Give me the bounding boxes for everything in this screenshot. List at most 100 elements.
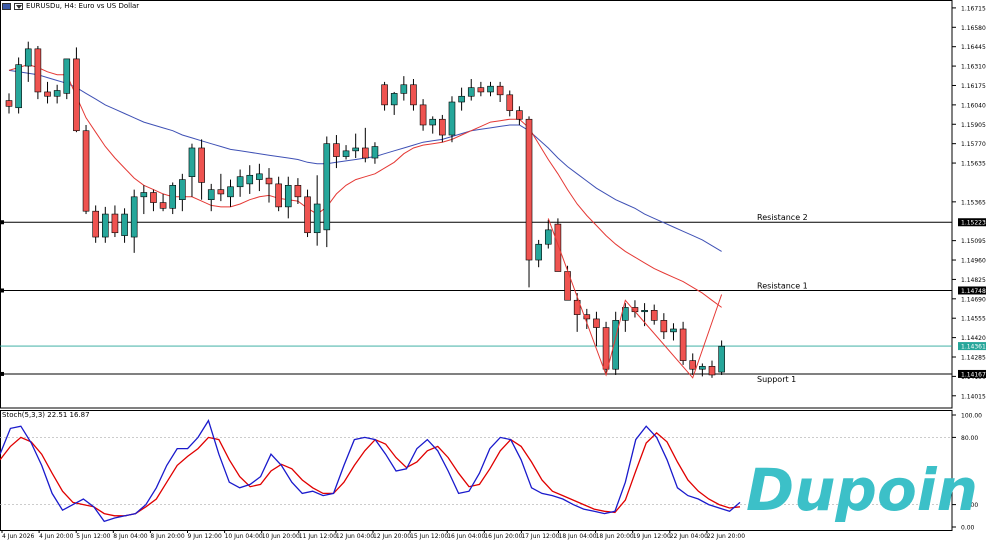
stoch-signal-line (0, 432, 741, 517)
time-tick-label: 5 Jun 12:00 (76, 533, 110, 540)
candle-body (24, 48, 32, 67)
candle-body (188, 147, 196, 178)
candle-body (313, 203, 321, 234)
candle-body (535, 243, 542, 261)
candle-body (265, 177, 273, 185)
time-tick-label: 8 Jun 04:00 (113, 533, 147, 540)
time-tick-label: 16 Jun 04:00 (447, 533, 485, 540)
candle-body (34, 48, 42, 93)
price-tag (958, 286, 986, 295)
candle-body (284, 185, 292, 208)
support-resistance-lines[interactable]: Resistance 2 Resistance 1 Support 1 (0, 213, 952, 384)
candle-body (506, 94, 514, 111)
price-tick-label: 1.15905 (961, 122, 986, 129)
price-tick-label: 1.16445 (961, 44, 986, 51)
candle-body (5, 100, 13, 107)
candle-body (525, 118, 533, 261)
price-tick-label: 1.14690 (961, 296, 986, 303)
candle-body (554, 223, 562, 272)
candle-body (458, 95, 465, 103)
price-tick-label: 1.14285 (961, 355, 986, 362)
candle-body (236, 176, 244, 188)
price-tag-label: 1.15223 (961, 220, 986, 227)
time-tick-label: 18 Jun 04:00 (559, 533, 597, 540)
candle-body (352, 147, 359, 152)
level-handle (0, 371, 4, 376)
time-tick-label: 4 Jun 2026 (2, 533, 34, 540)
candle-body (650, 310, 658, 321)
time-tick-label: 10 Jun 20:00 (262, 533, 300, 540)
candle-body (496, 85, 504, 96)
level-label: Resistance 1 (757, 281, 808, 290)
chart-header: EURUSDu, H4: Euro vs US Dollar (2, 2, 139, 10)
time-tick-label: 9 Jun 12:00 (188, 533, 222, 540)
candle-body (390, 93, 398, 106)
candle-body (718, 345, 725, 373)
direction-icon (14, 2, 23, 10)
main-panel-frame (0, 0, 953, 409)
price-tick-label: 1.15770 (961, 141, 986, 148)
time-tick-label: 17 Jun 12:00 (521, 533, 559, 540)
candle-body (583, 314, 591, 320)
candle-body (130, 196, 138, 238)
time-tick-label: 19 Jun 12:00 (633, 533, 671, 540)
price-tag-label: 1.14361 (961, 344, 986, 351)
candle-body (169, 185, 177, 209)
candle-body (227, 186, 234, 198)
candle-body (612, 320, 619, 370)
price-tick-label: 1.14825 (961, 277, 986, 284)
time-tick-label: 16 Jun 20:00 (484, 533, 522, 540)
candlesticks (5, 41, 725, 378)
candle-body (82, 130, 90, 212)
candle-body (342, 150, 350, 157)
grid (0, 0, 953, 531)
time-axis: 4 Jun 2026 4 Jun 20:00 5 Jun 12:00 8 Jun 04… (1, 530, 745, 540)
stoch-panel-frame (0, 410, 953, 531)
price-tick-label: 1.16175 (961, 83, 986, 90)
candle-body (708, 366, 716, 376)
price-tick-label: 1.16715 (961, 5, 986, 12)
candle-body (467, 87, 475, 97)
candle-body (275, 183, 282, 208)
price-tag-label: 1.14167 (961, 371, 986, 378)
stoch-tick-label: 100.00 (961, 413, 982, 420)
dupoin-logo: Dupoin (746, 456, 978, 524)
price-tag (958, 342, 986, 351)
candle-body (573, 299, 581, 315)
candle-body (198, 147, 205, 183)
candle-body (477, 87, 485, 93)
candle-body (217, 189, 225, 195)
candle-body (439, 118, 446, 136)
candle-body (111, 213, 119, 234)
candle-body (304, 196, 311, 234)
price-tick-label: 1.15635 (961, 161, 986, 168)
stochastic-label: Stoch(5,3,3) 22.51 16.87 (2, 411, 90, 419)
candle-body (207, 189, 215, 200)
stoch-tick-label: 0.00 (961, 525, 975, 532)
candle-body (487, 85, 494, 93)
time-tick-label: 12 Jun 20:00 (373, 533, 411, 540)
zigzag-line (547, 218, 723, 379)
price-tick-label: 1.16310 (961, 64, 986, 71)
price-tick-label: 1.15095 (961, 238, 986, 245)
level-label: Support 1 (757, 375, 796, 384)
candle-body (140, 192, 148, 198)
candle-body (400, 84, 408, 94)
price-axis: 1.16715 1.16580 1.16445 1.16310 1.16175 1.160… (952, 5, 986, 532)
stochastic-panel (0, 419, 952, 523)
time-tick-label: 22 Jun 04:00 (670, 533, 708, 540)
candle-body (179, 179, 186, 200)
candle-body (53, 90, 61, 97)
time-tick-label: 22 Jun 20:00 (707, 533, 745, 540)
candle-body (44, 91, 51, 97)
candle-body (381, 84, 388, 106)
moving-averages (8, 64, 722, 308)
candle-body (410, 84, 417, 106)
candle-body (593, 318, 600, 328)
candle-body (333, 143, 340, 157)
candle-body (689, 360, 697, 370)
candle-body (256, 173, 263, 180)
zigzag-indicator (547, 218, 723, 379)
